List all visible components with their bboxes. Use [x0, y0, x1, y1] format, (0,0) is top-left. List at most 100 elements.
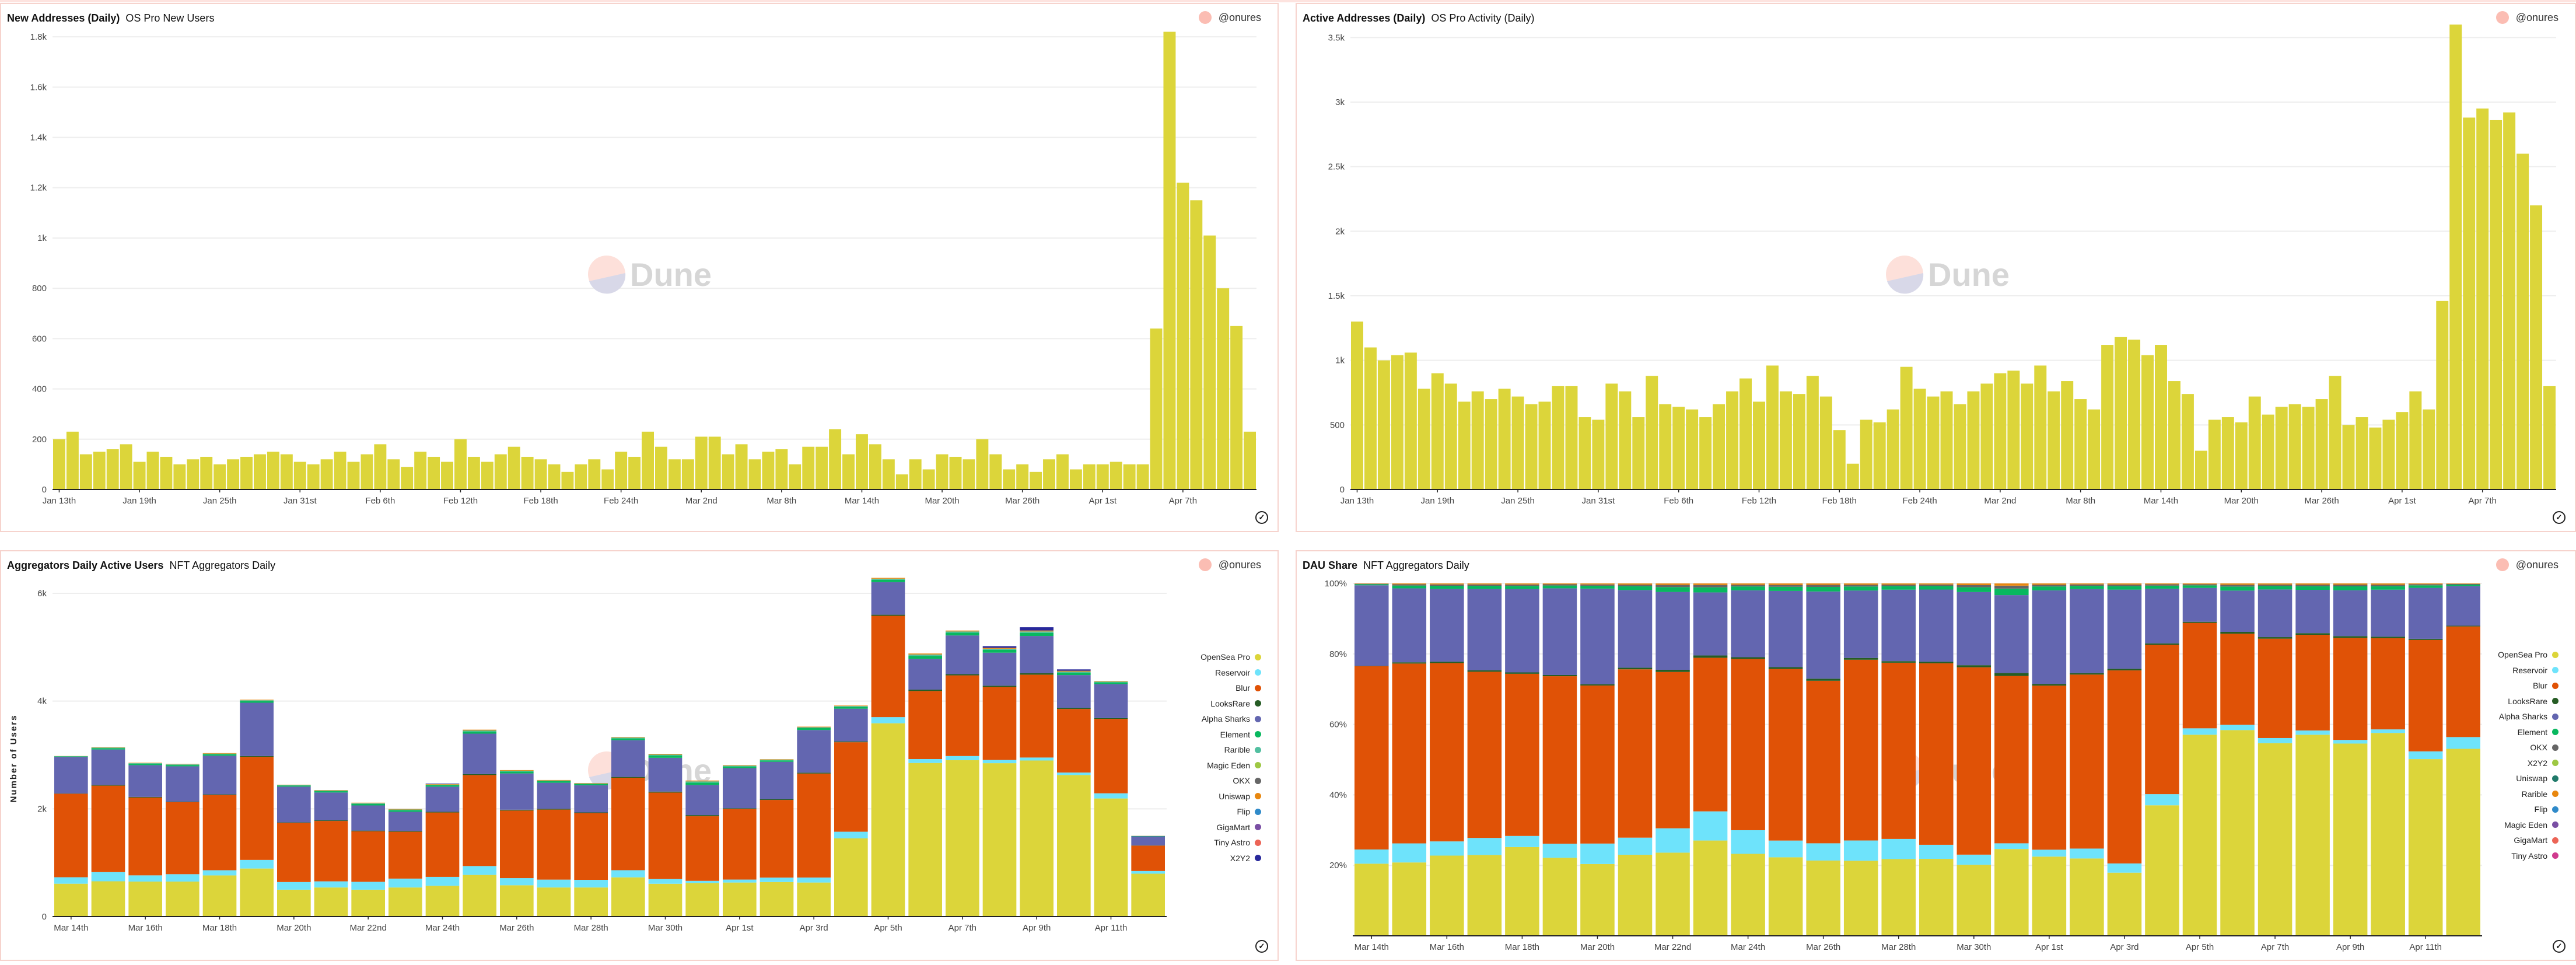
check-circle-icon[interactable]: ✓ — [1255, 940, 1268, 953]
legend-item[interactable]: Magic Eden — [1200, 758, 1261, 774]
author-link[interactable]: @onures — [1198, 558, 1261, 571]
bar-segment-looksrare — [2371, 637, 2405, 638]
bar-segment-opensea-pro — [1020, 760, 1054, 917]
author-link[interactable]: @onures — [1198, 11, 1261, 24]
legend-item[interactable]: Tiny Astro — [1200, 835, 1261, 851]
check-circle-icon[interactable]: ✓ — [2553, 940, 2566, 953]
bar-segment-okx — [1354, 583, 1389, 585]
legend-swatch-icon — [1255, 684, 1261, 691]
legend-item[interactable]: Alpha Sharks — [2498, 709, 2558, 725]
bar-segment-element — [1957, 587, 1992, 592]
bar-segment-okx — [2258, 584, 2292, 586]
bar-segment-rarible — [1094, 681, 1128, 683]
check-circle-icon[interactable]: ✓ — [2553, 511, 2566, 524]
legend-item[interactable]: Alpha Sharks — [1200, 711, 1261, 727]
legend-item[interactable]: LooksRare — [1200, 696, 1261, 712]
bar — [1538, 401, 1551, 490]
bar-segment-looksrare — [1806, 679, 1840, 681]
y-tick-label: 1k — [37, 233, 47, 243]
x-tick-label: Mar 28th — [574, 923, 608, 933]
bar-segment-alpha-sharks — [871, 582, 905, 615]
bar-segment-looksrare — [1693, 655, 1728, 658]
bar — [2128, 340, 2141, 490]
bar — [454, 439, 467, 490]
bar-segment-alpha-sharks — [240, 702, 274, 756]
bar-segment-opensea-pro — [648, 883, 682, 917]
y-tick-label: 200 — [32, 435, 47, 445]
bar — [106, 449, 119, 490]
legend-item[interactable]: Element — [1200, 727, 1261, 743]
bar-segment-reservoir — [1430, 841, 1464, 856]
bar-segment-looksrare — [2107, 669, 2142, 671]
legend-swatch-icon — [2552, 806, 2558, 813]
legend-swatch-icon — [1255, 653, 1261, 660]
bar — [695, 436, 708, 490]
legend-item[interactable]: Reservoir — [2498, 663, 2558, 679]
bar — [1578, 417, 1591, 490]
bar — [2516, 153, 2529, 490]
x-tick-label: Apr 3rd — [2110, 942, 2138, 952]
legend-item[interactable]: X2Y2 — [1200, 851, 1261, 866]
bar-segment-rarible — [240, 700, 274, 701]
bar-segment-blur — [2295, 635, 2330, 731]
bar — [2262, 414, 2274, 490]
legend-item[interactable]: Blur — [1200, 680, 1261, 696]
bar-segment-x2y2 — [1020, 627, 1054, 631]
bar-segment-alpha-sharks — [685, 785, 719, 816]
legend-item[interactable]: OKX — [2498, 740, 2558, 756]
x-tick-label: Apr 9th — [1023, 923, 1051, 933]
legend-item[interactable]: Element — [2498, 725, 2558, 740]
bar — [909, 459, 922, 490]
legend-item[interactable]: Rarible — [1200, 742, 1261, 758]
bar-segment-alpha-sharks — [1392, 588, 1427, 663]
legend-item[interactable]: Magic Eden — [2498, 817, 2558, 833]
bar-segment-blur — [2371, 638, 2405, 730]
bar — [1110, 461, 1122, 490]
x-tick-label: Feb 18th — [523, 496, 558, 506]
author-link[interactable]: @onures — [2496, 558, 2558, 571]
bar-segment-element — [1656, 587, 1690, 592]
x-tick-label: Mar 30th — [1957, 942, 1991, 952]
bar — [1552, 386, 1564, 490]
x-tick-label: Jan 25th — [1501, 496, 1535, 506]
bar — [1565, 386, 1578, 490]
legend-item[interactable]: X2Y2 — [2498, 756, 2558, 771]
legend-item[interactable]: OpenSea Pro — [1200, 649, 1261, 665]
bar-segment-opensea-pro — [1843, 861, 1878, 936]
bar-segment-rarible — [2295, 583, 2330, 585]
legend-swatch-icon — [2552, 821, 2558, 828]
bar-segment-opensea-pro — [314, 887, 348, 917]
bar-segment-okx — [1731, 585, 1765, 587]
bar-segment-rarible — [2408, 583, 2443, 585]
author-link[interactable]: @onures — [2496, 11, 2558, 24]
legend-item[interactable]: Rarible — [2498, 786, 2558, 802]
legend-item[interactable]: Uniswap — [1200, 789, 1261, 805]
legend-item[interactable]: Reservoir — [1200, 665, 1261, 681]
panel-title: DAU Share NFT Aggregators Daily — [1303, 560, 1469, 572]
bar — [1030, 471, 1042, 490]
bar-segment-opensea-pro — [1881, 859, 1916, 936]
check-circle-icon[interactable]: ✓ — [1255, 511, 1268, 524]
legend-item[interactable]: Blur — [2498, 678, 2558, 694]
bar-segment-reservoir — [2295, 730, 2330, 735]
bar-segment-looksrare — [1957, 665, 1992, 667]
bar-segment-element — [463, 731, 496, 734]
bar-segment-alpha-sharks — [2107, 589, 2142, 669]
bar — [2048, 391, 2060, 490]
legend-item[interactable]: GigaMart — [2498, 833, 2558, 848]
bar — [1177, 183, 1189, 490]
legend-item[interactable]: Flip — [1200, 804, 1261, 820]
bar — [214, 464, 226, 490]
legend-item[interactable]: OpenSea Pro — [2498, 647, 2558, 663]
chart-active-addresses: 0 500 1k 1.5k 2k 2.5k 3k 3.5k Dune Jan 13th Jan 19… — [1328, 25, 2556, 506]
legend-item[interactable]: GigaMart — [1200, 820, 1261, 835]
legend-item[interactable]: LooksRare — [2498, 694, 2558, 709]
legend-item[interactable]: Flip — [2498, 802, 2558, 817]
bar-segment-reservoir — [2258, 737, 2292, 743]
legend-item[interactable]: Uniswap — [2498, 771, 2558, 786]
bar-segment-blur — [2107, 670, 2142, 863]
bar-segment-opensea-pro — [91, 881, 125, 917]
legend-item[interactable]: OKX — [1200, 773, 1261, 789]
legend-item[interactable]: Tiny Astro — [2498, 848, 2558, 864]
bar-segment-alpha-sharks — [2295, 590, 2330, 634]
